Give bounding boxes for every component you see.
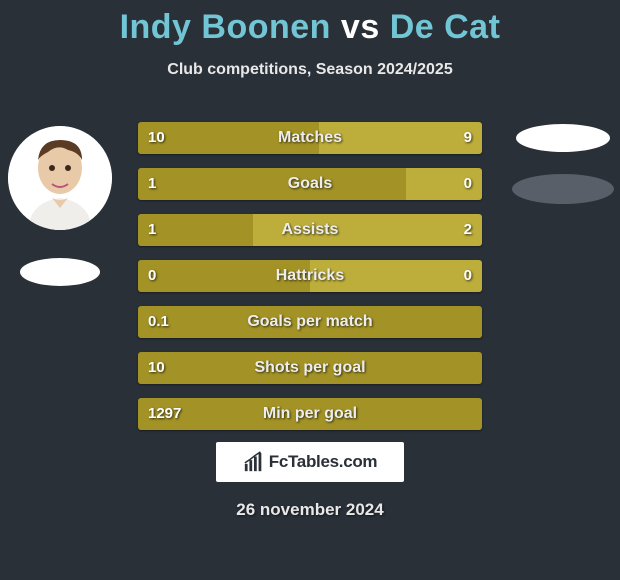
page-title: Indy Boonen vs De Cat: [0, 0, 620, 47]
bar-row: 109Matches: [138, 122, 482, 154]
bar-row: 10Goals: [138, 168, 482, 200]
player1-avatar: [8, 126, 112, 230]
bar-label: Goals per match: [138, 306, 482, 338]
branding-text: FcTables.com: [269, 452, 378, 472]
player2-name: De Cat: [390, 8, 501, 46]
player1-flag: [20, 258, 100, 286]
date-text: 26 november 2024: [0, 500, 620, 520]
title-vs: vs: [341, 8, 380, 46]
comparison-bars: 109Matches 10Goals 12Assists 00Hattricks 0.1…: [138, 122, 482, 444]
bar-label: Shots per goal: [138, 352, 482, 384]
bar-row: 12Assists: [138, 214, 482, 246]
bar-label: Hattricks: [138, 260, 482, 292]
bar-row: 0.1Goals per match: [138, 306, 482, 338]
bar-label: Min per goal: [138, 398, 482, 430]
bar-label: Goals: [138, 168, 482, 200]
subtitle: Club competitions, Season 2024/2025: [0, 61, 620, 79]
bar-label: Matches: [138, 122, 482, 154]
bar-label: Assists: [138, 214, 482, 246]
branding[interactable]: FcTables.com: [216, 442, 404, 482]
bar-row: 10Shots per goal: [138, 352, 482, 384]
player2-flag-2: [512, 174, 614, 204]
player1-name: Indy Boonen: [120, 8, 331, 46]
chart-icon: [243, 451, 265, 473]
player2-flag-1: [516, 124, 610, 152]
bar-row: 1297Min per goal: [138, 398, 482, 430]
bar-row: 00Hattricks: [138, 260, 482, 292]
